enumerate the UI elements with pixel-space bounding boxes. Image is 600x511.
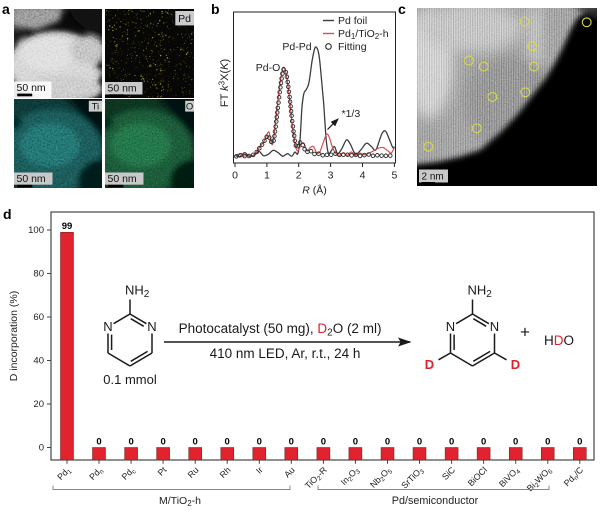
svg-text:4: 4 (360, 170, 366, 182)
svg-text:BiVO4​: BiVO4​ (497, 465, 523, 491)
svg-text:0: 0 (449, 437, 454, 448)
svg-text:40: 40 (33, 356, 44, 367)
svg-text:SrTiO3​: SrTiO3​ (399, 465, 426, 492)
svg-text:Pd foil: Pd foil (338, 15, 367, 27)
svg-text:0: 0 (385, 437, 390, 448)
svg-text:+: + (520, 323, 530, 342)
svg-text:D incorporation (%): D incorporation (%) (8, 291, 20, 381)
svg-text:Bi2​WO6​: Bi2​WO6​ (525, 465, 555, 495)
svg-text:0: 0 (257, 437, 262, 448)
svg-text:Pd1/TiO2-h: Pd1/TiO2-h (338, 28, 389, 41)
svg-text:Photocatalyst (50 mg), D2O (2: Photocatalyst (50 mg), D2O (2 ml) (179, 321, 382, 339)
svg-text:M/TiO2-h: M/TiO2-h (159, 495, 201, 508)
svg-text:R (Å): R (Å) (302, 184, 327, 197)
svg-text:0: 0 (417, 437, 422, 448)
svg-text:FT k3X(K): FT k3X(K) (218, 59, 232, 107)
svg-text:Pd-O: Pd-O (256, 62, 281, 74)
svg-text:60: 60 (33, 312, 44, 323)
svg-text:Pd1​: Pd1​ (55, 465, 74, 484)
svg-text:5: 5 (391, 170, 397, 182)
svg-text:c: c (398, 1, 406, 17)
svg-text:50 nm: 50 nm (17, 173, 46, 185)
svg-text:0: 0 (353, 437, 358, 448)
svg-text:Nb2​O5​: Nb2​O5​ (368, 465, 395, 492)
svg-text:0: 0 (193, 437, 198, 448)
svg-text:Pd-Pd: Pd-Pd (282, 41, 311, 53)
svg-text:N: N (490, 319, 499, 334)
svg-text:Pdc​: Pdc​ (120, 464, 139, 483)
svg-text:Pd: Pd (178, 13, 191, 25)
svg-text:In2​O3​: In2​O3​ (339, 465, 363, 489)
svg-text:Rh: Rh (218, 465, 233, 480)
svg-text:N: N (446, 319, 455, 334)
svg-text:Ru: Ru (186, 465, 201, 480)
svg-text:d: d (3, 206, 12, 222)
svg-text:HDO: HDO (544, 333, 574, 348)
svg-text:0: 0 (39, 443, 44, 454)
svg-text:Ti: Ti (92, 101, 100, 112)
svg-text:N: N (103, 319, 112, 334)
svg-text:0: 0 (577, 437, 582, 448)
svg-text:50 nm: 50 nm (17, 82, 46, 94)
svg-text:0: 0 (232, 170, 238, 182)
svg-text:D: D (425, 357, 434, 372)
svg-text:80: 80 (33, 269, 44, 280)
svg-text:2 nm: 2 nm (422, 172, 444, 183)
svg-text:0: 0 (160, 437, 165, 448)
svg-text:3: 3 (328, 170, 334, 182)
svg-text:Fitting: Fitting (338, 41, 367, 53)
svg-text:0: 0 (225, 437, 230, 448)
svg-text:0: 0 (321, 437, 326, 448)
svg-text:100: 100 (28, 225, 44, 236)
svg-text:a: a (2, 1, 10, 17)
svg-text:99: 99 (62, 221, 73, 232)
svg-text:Ir: Ir (254, 465, 265, 476)
svg-text:1: 1 (264, 170, 270, 182)
svg-text:0: 0 (513, 437, 518, 448)
svg-text:0: 0 (128, 437, 133, 448)
svg-text:Au: Au (282, 465, 297, 480)
svg-text:*1/3: *1/3 (342, 108, 361, 120)
svg-text:20: 20 (33, 399, 44, 410)
svg-text:2: 2 (296, 170, 302, 182)
svg-text:0: 0 (96, 437, 101, 448)
svg-text:0: 0 (289, 437, 294, 448)
svg-text:TiO2​-R: TiO2​-R (303, 465, 330, 492)
svg-text:410 nm LED, Ar, r.t., 24 h: 410 nm LED, Ar, r.t., 24 h (210, 346, 361, 361)
svg-text:BiOCl: BiOCl (466, 465, 489, 488)
svg-text:Pdn​: Pdn​ (87, 465, 106, 484)
svg-text:0: 0 (481, 437, 486, 448)
svg-text:NH2: NH2 (468, 283, 493, 301)
svg-text:N: N (147, 319, 156, 334)
svg-text:0: 0 (545, 437, 550, 448)
svg-text:Pdn​/C: Pdn​/C (562, 464, 587, 489)
svg-text:O: O (186, 101, 193, 112)
svg-text:Pd/semiconductor: Pd/semiconductor (392, 495, 479, 507)
svg-text:50 nm: 50 nm (108, 83, 137, 95)
svg-text:Pt: Pt (156, 464, 169, 477)
svg-text:b: b (211, 1, 220, 17)
svg-text:NH2: NH2 (125, 283, 150, 301)
svg-text:50 nm: 50 nm (108, 173, 137, 185)
svg-text:0.1 mmol: 0.1 mmol (103, 372, 157, 387)
svg-text:D: D (511, 357, 520, 372)
svg-text:SiC: SiC (440, 464, 458, 482)
